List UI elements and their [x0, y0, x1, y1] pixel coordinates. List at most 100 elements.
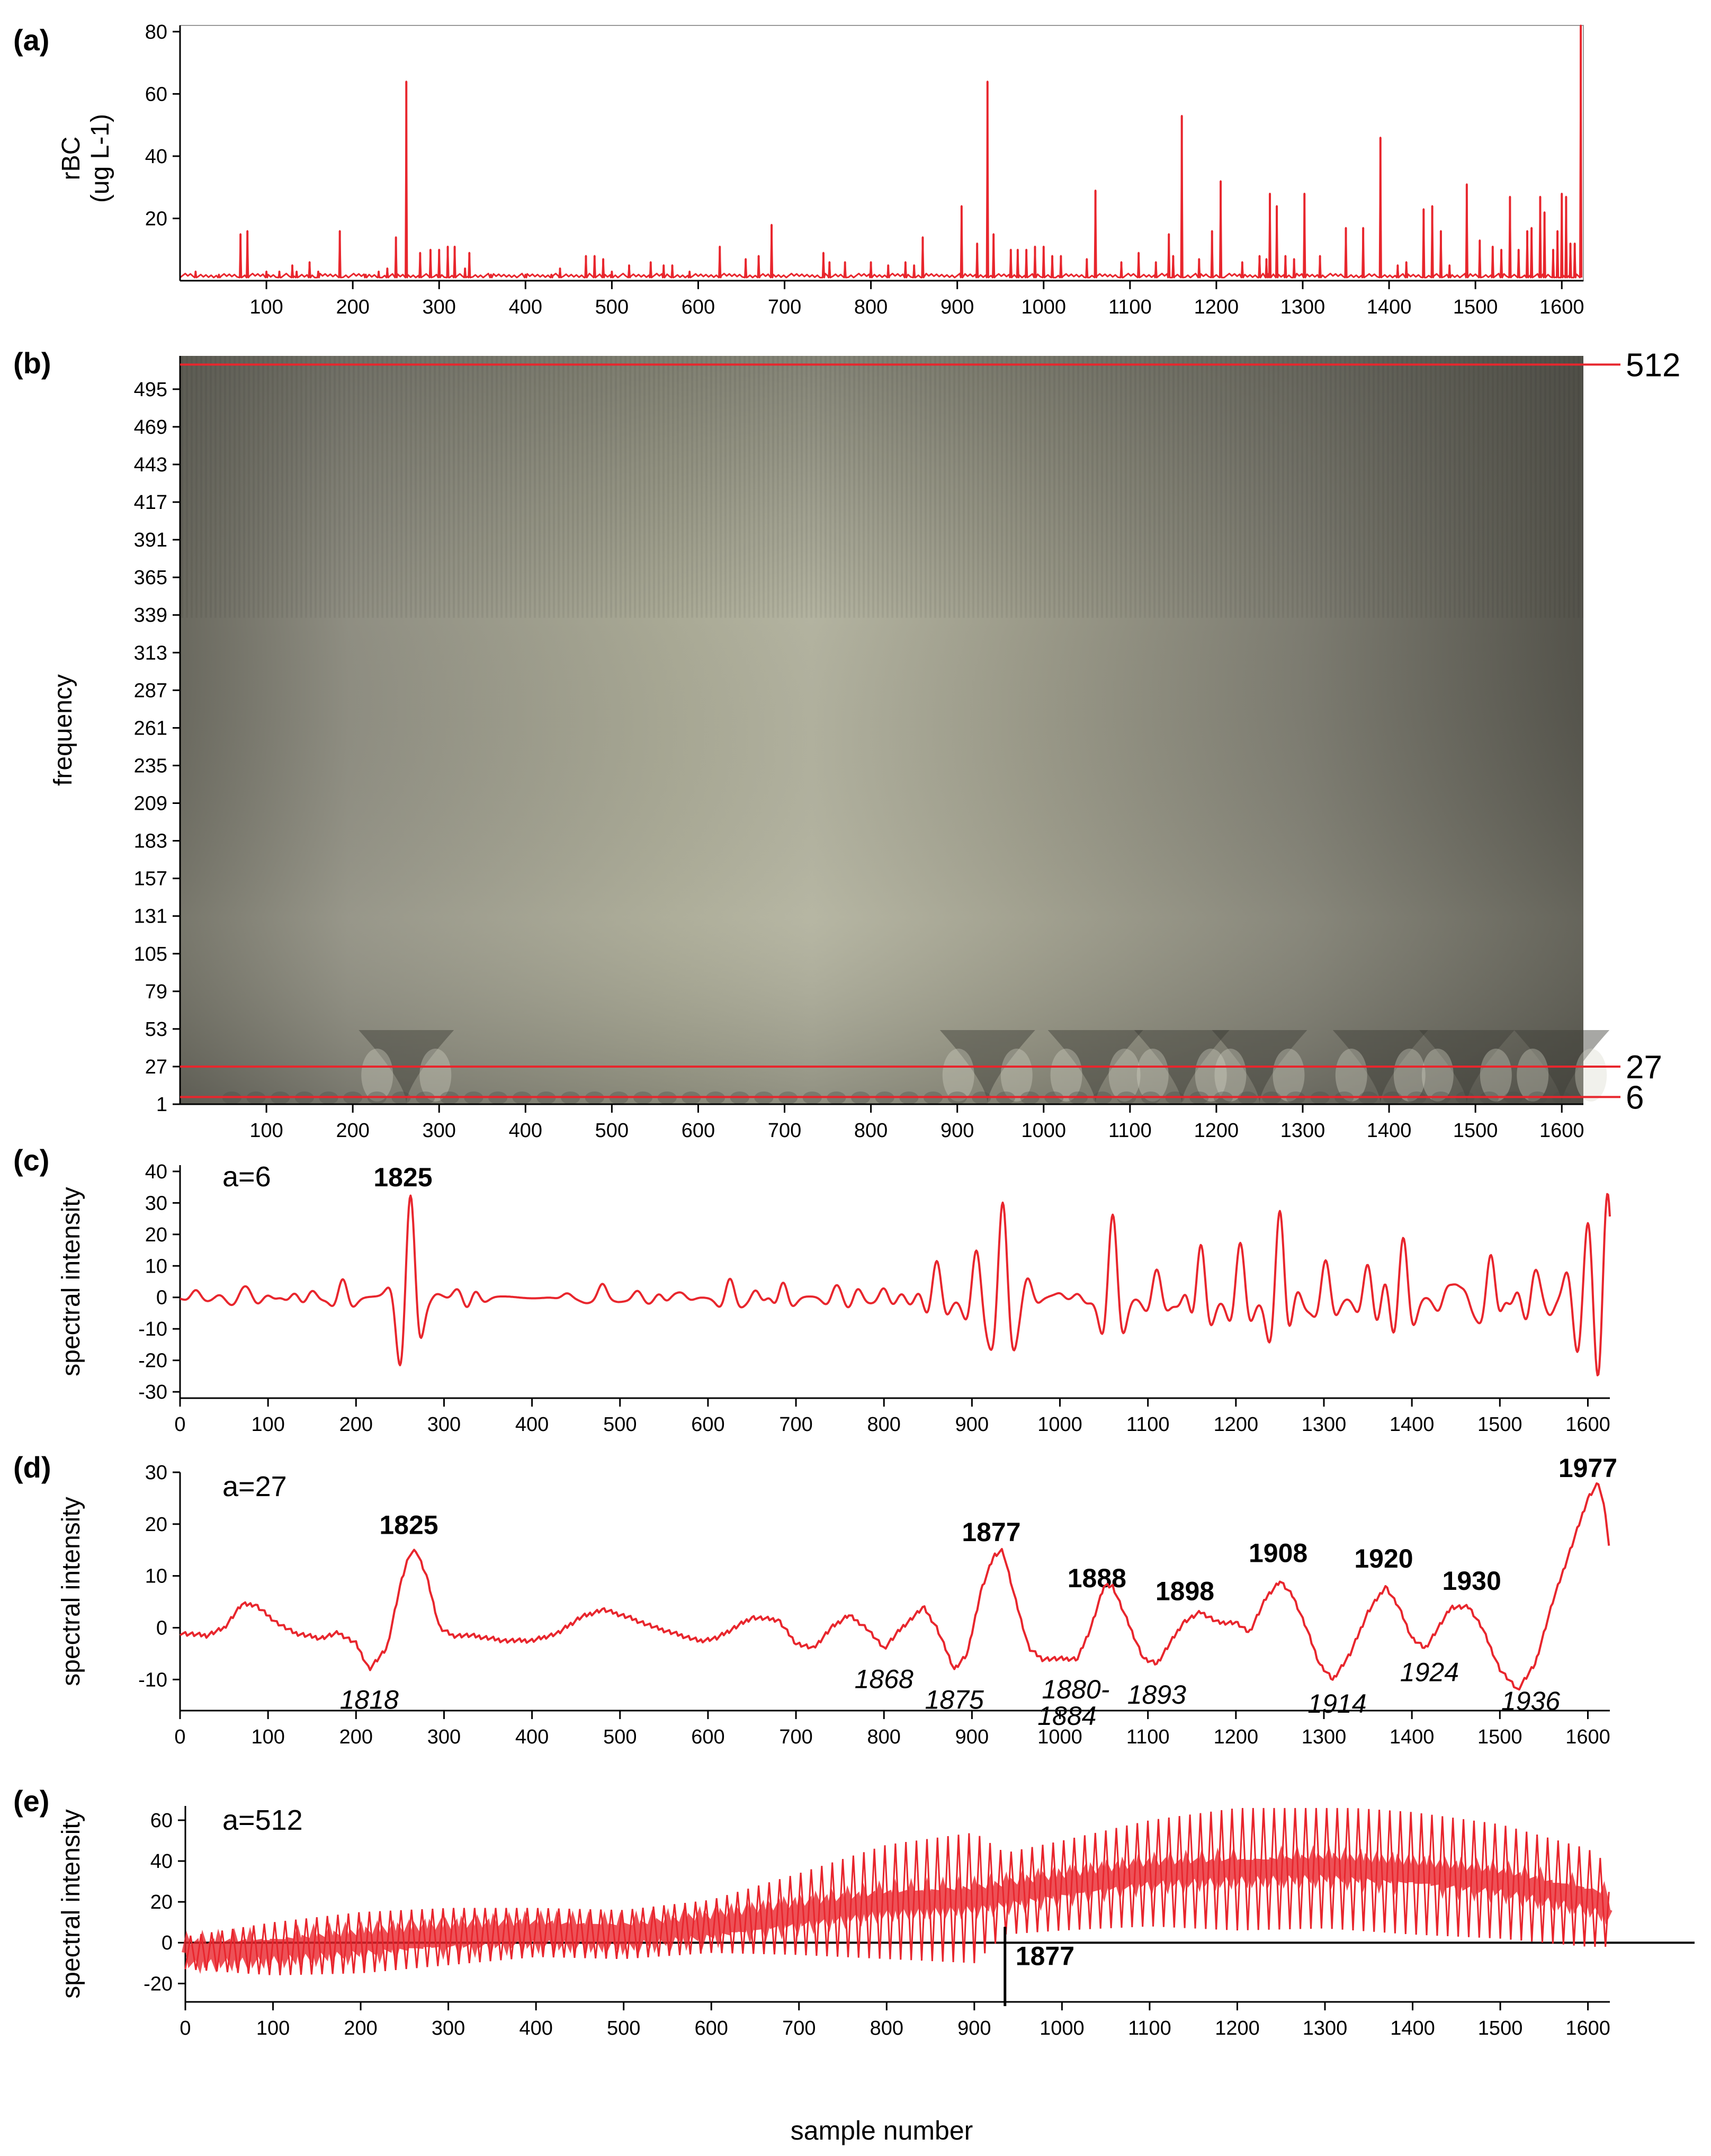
y-tick-label: 209 — [134, 793, 167, 815]
y-tick-label: 131 — [134, 906, 167, 928]
x-tick-label: 900 — [940, 296, 974, 318]
peak-label: 1920 — [1354, 1544, 1413, 1573]
y-tick-label: 0 — [162, 1932, 173, 1954]
peak-label: 1877 — [962, 1517, 1020, 1547]
x-tick-label: 400 — [509, 1120, 542, 1142]
x-tick-label: 700 — [782, 2017, 816, 2039]
x-tick-label: 1600 — [1565, 2017, 1610, 2039]
trough-label: 1936 — [1501, 1686, 1560, 1716]
x-tick-label: 400 — [519, 2017, 552, 2039]
y-axis-label-unit: (ug L-1) — [86, 114, 114, 203]
panel-c: 0 100 200 300 400 500 600 700 800 900 1000 1100 1200… — [57, 1161, 1610, 1436]
x-tick-label: 400 — [515, 1726, 549, 1748]
y-tick-label: 40 — [145, 1161, 167, 1183]
peak-label: 1930 — [1443, 1566, 1501, 1596]
marker-label-6: 6 — [1626, 1079, 1644, 1116]
x-tick-label: 100 — [251, 1726, 284, 1748]
x-tick-label: 1100 — [1108, 1120, 1152, 1142]
x-tick-label: 500 — [595, 296, 629, 318]
x-tick-label: 1600 — [1565, 1414, 1610, 1436]
x-tick-label: 800 — [854, 296, 888, 318]
y-tick-label: 40 — [150, 1850, 173, 1873]
y-axis-label: spectral intensity — [57, 1187, 85, 1376]
y-tick-label: 10 — [145, 1255, 167, 1277]
series-line-rbc — [180, 24, 1583, 279]
x-tick-label: 1100 — [1108, 296, 1152, 318]
trough-label: 1868 — [855, 1665, 913, 1694]
annotation-scale: a=6 — [222, 1161, 271, 1193]
x-tick-label: 300 — [427, 1726, 461, 1748]
y-tick-label: 287 — [134, 679, 167, 702]
x-tick-label: 1200 — [1215, 2017, 1260, 2039]
x-tick-label: 1500 — [1453, 296, 1498, 318]
x-tick-label: 600 — [691, 1726, 724, 1748]
x-tick-label: 700 — [779, 1726, 812, 1748]
x-tick-label: 100 — [256, 2017, 290, 2039]
x-tick-label: 300 — [427, 1414, 461, 1436]
peak-label: 1825 — [373, 1162, 432, 1192]
y-tick-label: -10 — [138, 1318, 167, 1340]
trough-label: 1914 — [1307, 1689, 1366, 1719]
panel-label-a: (a) — [13, 23, 49, 57]
y-tick-label: 443 — [134, 454, 167, 476]
x-tick-label: 1500 — [1477, 1414, 1522, 1436]
x-tick-label: 1600 — [1539, 296, 1584, 318]
cone-highlight — [1575, 1049, 1607, 1102]
x-tick-label: 800 — [870, 2017, 903, 2039]
x-tick-label: 1400 — [1390, 1726, 1435, 1748]
x-tick-label: 1500 — [1478, 2017, 1523, 2039]
y-tick-label: 391 — [134, 529, 167, 551]
y-tick-label: 0 — [156, 1617, 167, 1639]
y-tick-label: -30 — [138, 1381, 167, 1403]
y-tick-label: 261 — [134, 717, 167, 739]
x-tick-label: 1400 — [1390, 2017, 1435, 2039]
x-tick-label: 500 — [603, 1414, 637, 1436]
x-tick-label: 200 — [336, 296, 369, 318]
x-tick-label: 900 — [940, 1120, 974, 1142]
peak-label: 1908 — [1249, 1538, 1307, 1568]
cone-highlight — [1195, 1049, 1227, 1102]
trough-label: 1880- — [1042, 1675, 1110, 1704]
series-center-band — [182, 1845, 1613, 1974]
series-line-a6 — [180, 1193, 1611, 1376]
x-tick-label: 300 — [423, 1120, 456, 1142]
x-tick-label: 100 — [249, 1120, 283, 1142]
x-tick-label: 600 — [691, 1414, 724, 1436]
x-tick-label: 200 — [339, 1414, 373, 1436]
x-tick-label: 1300 — [1280, 296, 1325, 318]
x-tick-label: 1300 — [1303, 2017, 1348, 2039]
x-tick-label: 700 — [768, 296, 801, 318]
x-tick-label: 100 — [251, 1414, 284, 1436]
x-tick-label: 700 — [779, 1414, 812, 1436]
x-tick-label: 500 — [607, 2017, 640, 2039]
series-line-a27 — [179, 1482, 1610, 1691]
x-tick-label: 1300 — [1280, 1120, 1325, 1142]
x-tick-label: 1000 — [1021, 296, 1066, 318]
cone-highlight — [1517, 1049, 1549, 1102]
y-axis-label: spectral intensity — [57, 1809, 85, 1999]
y-tick-label: 313 — [134, 642, 167, 664]
y-tick-label: 27 — [145, 1056, 167, 1078]
y-tick-label: -20 — [138, 1350, 167, 1372]
marker-label-512: 512 — [1626, 347, 1680, 383]
cone-highlight — [1136, 1049, 1169, 1102]
cone-highlight — [1214, 1049, 1247, 1102]
peak-label: 1977 — [1558, 1453, 1617, 1483]
cone-highlight — [1393, 1049, 1426, 1102]
panel-label-d: (d) — [13, 1451, 51, 1484]
x-tick-label: 1000 — [1037, 1414, 1082, 1436]
x-tick-label: 200 — [339, 1726, 373, 1748]
x-tick-label: 300 — [432, 2017, 465, 2039]
y-tick-label: 40 — [145, 146, 167, 168]
x-tick-label: 1000 — [1037, 1726, 1082, 1748]
cone-highlight — [1480, 1049, 1512, 1102]
peak-label: 1888 — [1068, 1563, 1126, 1593]
x-tick-label: 0 — [174, 1726, 185, 1748]
x-tick-label: 300 — [423, 296, 456, 318]
y-tick-label: 60 — [150, 1810, 173, 1832]
x-tick-label: 600 — [682, 296, 715, 318]
y-tick-label: 469 — [134, 416, 167, 439]
x-tick-label: 1400 — [1367, 1120, 1412, 1142]
annotation-scale: a=27 — [222, 1471, 287, 1502]
